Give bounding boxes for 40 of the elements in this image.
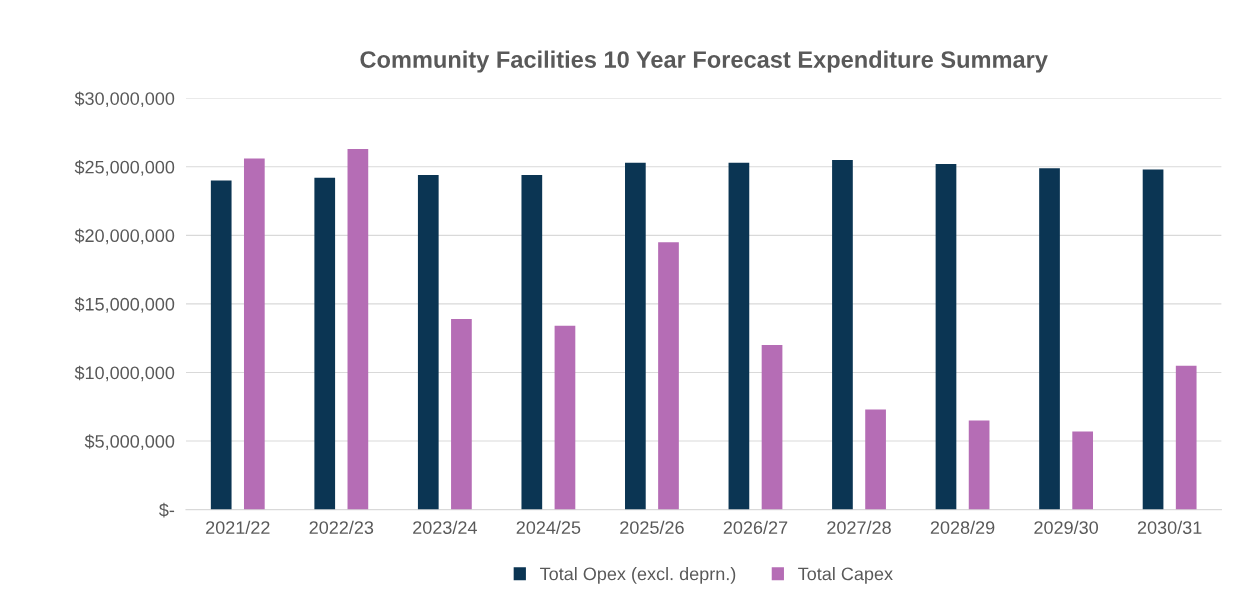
bar [347,148,369,510]
x-tick-label: 2028/29 [930,520,995,534]
bar [728,162,750,510]
bar [243,158,265,510]
bar [210,180,232,510]
x-tick-label: 2022/23 [309,520,374,534]
bar [1175,365,1197,510]
y-tick-label: $15,000,000 [74,297,175,313]
bar [658,242,679,510]
y-tick-label: $10,000,000 [74,365,175,382]
x-tick-label: 2027/28 [827,520,891,534]
bar [1072,431,1094,510]
x-tick-label: 2021/22 [206,520,270,534]
bar [451,319,472,510]
x-tick-label: 2026/27 [723,520,788,534]
x-tick-label: 2024/25 [516,520,581,534]
chart-title: Community Facilities 10 Year Forecast Expenditure Summary [360,50,1048,73]
bar [865,409,886,510]
y-tick-label: $20,000,000 [74,228,175,245]
bar [832,159,853,510]
y-tick-label: $5,000,000 [84,434,175,450]
bar [968,420,990,510]
bar [554,325,576,510]
legend-label: Total Opex (excl. deprn.) [540,567,736,584]
x-tick-label: 2025/26 [620,520,684,534]
y-tick-label: $- [159,502,175,518]
legend-label: Total Capex [798,567,893,584]
bar [935,164,957,510]
x-tick-label: 2029/30 [1034,520,1099,534]
bar [417,175,439,510]
y-tick-label: $30,000,000 [74,91,175,108]
bar [1142,169,1164,510]
bar [521,175,543,510]
x-tick-label: 2023/24 [413,520,477,534]
bar [314,177,336,510]
bar [1039,168,1060,510]
x-tick-label: 2030/31 [1137,520,1202,534]
y-tick-label: $25,000,000 [74,159,175,176]
bar [625,162,646,510]
bar [761,345,783,510]
